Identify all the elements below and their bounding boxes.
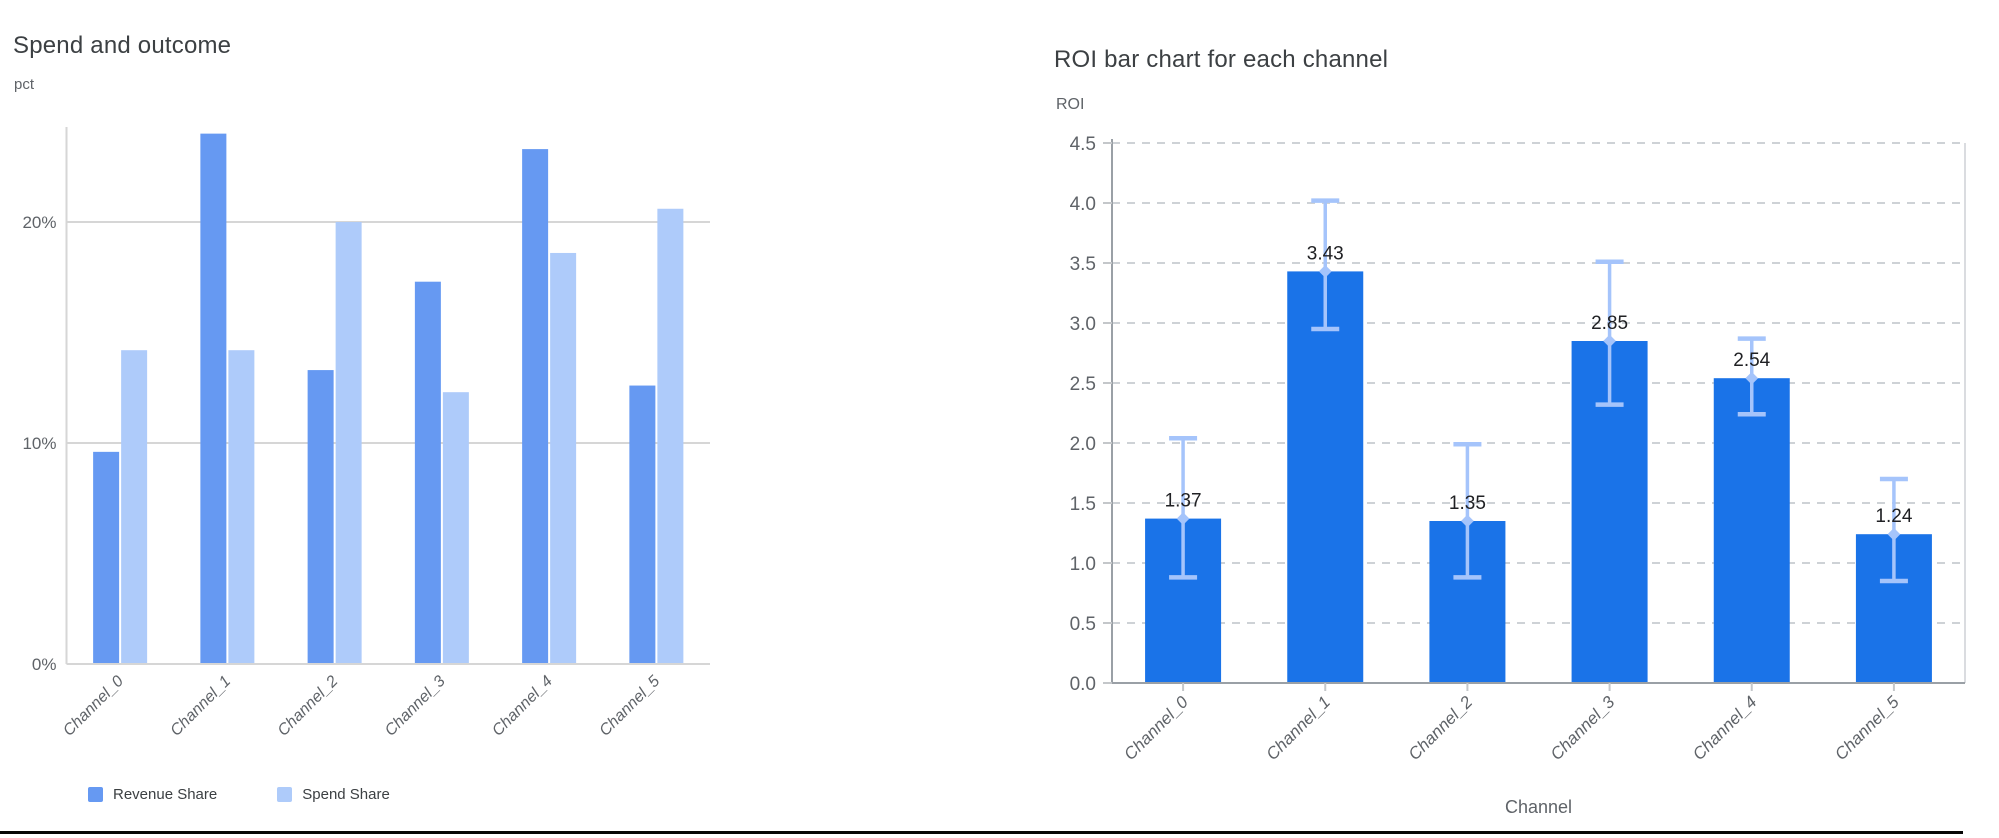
x-tick-label-channel_2: Channel_2 — [275, 673, 342, 740]
legend-item-revenue-share[interactable]: Revenue Share — [88, 786, 217, 803]
spend-share-legend-label: Spend Share — [302, 786, 390, 803]
x-tick-label-channel_0: Channel_0 — [1120, 692, 1192, 764]
y-tick-label: 3.0 — [1070, 314, 1096, 335]
x-tick-label-channel_5: Channel_5 — [596, 673, 663, 740]
bar-revenue-share-channel_4[interactable] — [522, 149, 549, 665]
value-label-channel_2: 1.35 — [1449, 493, 1486, 514]
bar-spend-share-channel_0[interactable] — [121, 350, 148, 664]
bar-revenue-share-channel_0[interactable] — [93, 451, 120, 664]
y-tick-label: 10% — [22, 434, 56, 453]
x-tick-label-channel_3: Channel_3 — [382, 673, 449, 740]
y-tick-label: 0% — [32, 655, 57, 674]
x-tick-label-channel_1: Channel_1 — [167, 673, 234, 740]
bar-spend-share-channel_5[interactable] — [657, 208, 684, 664]
spend-outcome-title: Spend and outcome — [13, 31, 232, 59]
value-label-channel_0: 1.37 — [1165, 491, 1202, 512]
revenue-share-legend-label: Revenue Share — [113, 786, 218, 803]
bar-revenue-share-channel_5[interactable] — [629, 385, 656, 664]
roi-y-unit-label: ROI — [1056, 96, 1085, 113]
x-tick-label-channel_0: Channel_0 — [60, 673, 127, 740]
y-tick-label: 20% — [22, 213, 56, 232]
legend-item-spend-share[interactable]: Spend Share — [277, 786, 390, 803]
bar-revenue-share-channel_2[interactable] — [307, 370, 334, 664]
revenue-share-swatch — [88, 787, 103, 802]
y-tick-label: 1.0 — [1070, 554, 1096, 575]
spend-outcome-plot-area: 0% 10% 20% Channel_0 Channel_1 Channel_2 Chann… — [22, 127, 710, 740]
x-tick-label-channel_2: Channel_2 — [1405, 692, 1477, 764]
x-axis-title: Channel — [1505, 797, 1572, 817]
value-label-channel_3: 2.85 — [1591, 313, 1628, 334]
bar-spend-share-channel_1[interactable] — [228, 350, 255, 664]
y-tick-label: 0.0 — [1070, 674, 1096, 695]
roi-plot-area: 1.37 3.43 1.35 2.85 2.54 1.24 0.0 0.5 1.0 1.5 2.0 2… — [1070, 134, 1966, 817]
x-tick-label-channel_3: Channel_3 — [1547, 692, 1619, 764]
bar-revenue-share-channel_1[interactable] — [200, 133, 227, 664]
y-tick-label: 3.5 — [1070, 254, 1096, 275]
bar-spend-share-channel_2[interactable] — [335, 222, 362, 664]
value-label-channel_4: 2.54 — [1733, 350, 1770, 371]
y-tick-label: 2.0 — [1070, 434, 1096, 455]
value-label-channel_5: 1.24 — [1875, 506, 1912, 527]
y-tick-label: 1.5 — [1070, 494, 1096, 515]
spend-outcome-y-unit-label: pct — [14, 76, 35, 93]
bar-revenue-share-channel_3[interactable] — [414, 281, 441, 664]
bar-spend-share-channel_4[interactable] — [550, 252, 577, 665]
spend-share-swatch — [277, 787, 293, 802]
spend-outcome-legend: Revenue Share Spend Share — [88, 786, 390, 803]
bottom-divider — [0, 831, 1963, 834]
x-tick-label-channel_5: Channel_5 — [1831, 692, 1903, 764]
roi-chart-title: ROI bar chart for each channel — [1054, 45, 1389, 73]
y-tick-label: 4.0 — [1070, 194, 1096, 215]
y-tick-label: 0.5 — [1070, 614, 1096, 635]
y-tick-label: 2.5 — [1070, 374, 1096, 395]
y-tick-label: 4.5 — [1070, 134, 1096, 155]
value-label-channel_1: 3.43 — [1307, 243, 1344, 264]
x-tick-label-channel_4: Channel_4 — [489, 673, 556, 740]
bar-roi-channel_1[interactable] — [1287, 271, 1364, 683]
x-tick-label-channel_1: Channel_1 — [1262, 692, 1334, 764]
bar-spend-share-channel_3[interactable] — [442, 392, 469, 664]
bar-roi-channel_4[interactable] — [1713, 378, 1790, 683]
x-tick-label-channel_4: Channel_4 — [1689, 692, 1761, 764]
